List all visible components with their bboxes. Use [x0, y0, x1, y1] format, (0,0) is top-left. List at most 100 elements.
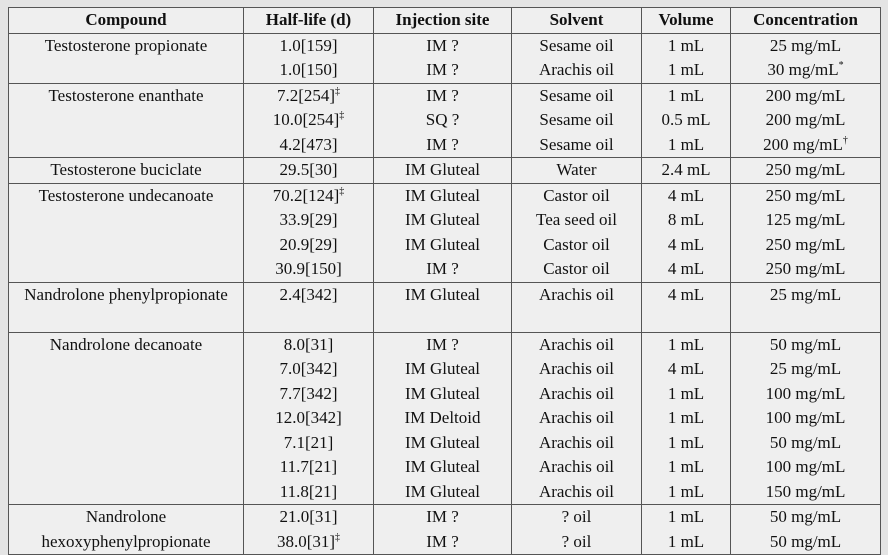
table-cell: 1 mL	[641, 58, 731, 84]
table-cell: Sesame oil	[511, 82, 642, 108]
table-cell: IM Gluteal	[373, 208, 512, 233]
table-cell: 250 mg/mL	[730, 232, 881, 257]
footnote-mark: ‡	[339, 185, 345, 197]
compound-cell: Testosterone buciclate	[8, 157, 244, 184]
table-row: 30.9[150] IM ? Castor oil 4 mL 250 mg/mL	[9, 257, 881, 283]
table-cell: 1 mL	[641, 331, 731, 357]
cell-text: 7.2[254]	[276, 85, 336, 105]
table-cell: 100 mg/mL	[730, 455, 881, 480]
table-row: Nandrolone hexoxyphenylpropionate 21.0[31…	[8, 504, 881, 555]
table-cell: 4 mL	[641, 257, 731, 283]
table-cell: IM Gluteal	[373, 430, 512, 455]
table-cell: 1 mL	[641, 32, 731, 58]
table-row: Nandrolone phenylpropionate 2.4[342] IM Gl…	[8, 281, 881, 333]
footnote-mark: *	[838, 60, 844, 71]
table-cell: Arachis oil	[511, 281, 642, 333]
table-cell: Castor oil	[511, 257, 642, 283]
table-cell: 1.0[150]	[243, 58, 374, 84]
compound-cell: Testosterone undecanoate	[8, 182, 244, 283]
table-cell: 25 mg/mL	[730, 32, 881, 58]
header-row: Compound Half-life (d) Injection site Solve…	[8, 7, 881, 34]
table-cell: Arachis oil	[511, 479, 642, 505]
table-row: 7.7[342] IM Gluteal Arachis oil 1 mL 100 mg/…	[9, 381, 881, 406]
table-cell: 20.9[29]	[243, 232, 374, 257]
header-cell: Solvent	[511, 7, 642, 34]
table-cell: 8 mL	[641, 208, 731, 233]
table-cell: IM ?	[373, 58, 512, 84]
table-cell: 1.0[159]	[243, 32, 374, 58]
table-cell: 70.2[124]‡	[243, 182, 374, 208]
table-row: 11.8[21] IM Gluteal Arachis oil 1 mL 150 mg/…	[9, 479, 881, 505]
table-cell: 4 mL	[641, 281, 731, 333]
footnote-mark: ‡	[339, 110, 345, 121]
table-cell: 25 mg/mL	[730, 281, 881, 333]
table-cell: 2.4[342]	[243, 281, 374, 333]
table-cell: 7.1[21]	[243, 430, 374, 455]
table-cell: 125 mg/mL	[730, 208, 881, 233]
table-cell: Arachis oil	[511, 58, 642, 84]
table-cell: IM Gluteal	[373, 381, 512, 406]
table-cell: IM Gluteal	[373, 157, 512, 184]
cell-text: 200 mg/mL	[763, 134, 843, 154]
table-cell: 250 mg/mL	[730, 257, 881, 283]
table-cell: 4 mL	[641, 182, 731, 208]
table-cell: 1 mL	[641, 82, 731, 108]
table-row: Testosterone propionate 1.0[159] IM ? Sesam…	[8, 32, 881, 84]
table-cell: 0.5 mL	[641, 108, 731, 133]
table-cell: 1 mL	[641, 504, 731, 530]
table-cell: 30.9[150]	[243, 257, 374, 283]
table-cell: 50 mg/mL	[730, 331, 881, 357]
table-cell: 50 mg/mL	[730, 430, 881, 455]
table-row: Nandrolone decanoate 8.0[31] IM ? Arachis o…	[8, 331, 881, 505]
table-cell: 1 mL	[641, 406, 731, 431]
table-cell: SQ ?	[373, 108, 512, 133]
table-cell: Tea seed oil	[511, 208, 642, 233]
table-cell: 1 mL	[641, 430, 731, 455]
table-cell: 150 mg/mL	[730, 479, 881, 505]
table-cell: IM Gluteal	[373, 281, 512, 333]
cell-text: 38.0[31]	[276, 531, 336, 551]
compound-cell: Testosterone enanthate	[8, 82, 244, 158]
footnote-mark: ‡	[335, 85, 341, 97]
table-cell: 2.4 mL	[641, 157, 731, 184]
table-row: 33.9[29] IM Gluteal Tea seed oil 8 mL 125 mg…	[9, 208, 881, 233]
table-cell: 7.2[254]‡	[243, 82, 374, 108]
table-row: 1.0[150] IM ? Arachis oil 1 mL 30 mg/mL*	[9, 58, 881, 84]
footnote-mark: †	[842, 134, 848, 146]
header-cell: Half-life (d)	[243, 7, 374, 34]
table-cell: IM Deltoid	[373, 406, 512, 431]
table-cell: 1 mL	[641, 455, 731, 480]
table-row: 10.0[254]‡ SQ ? Sesame oil 0.5 mL 200 mg/mL	[9, 108, 881, 133]
table-cell: Castor oil	[511, 232, 642, 257]
table-row: 7.1[21] IM Gluteal Arachis oil 1 mL 50 mg/mL	[9, 430, 881, 455]
table-cell: Sesame oil	[511, 32, 642, 58]
table-row: Testosterone buciclate 29.5[30] IM Gluteal…	[8, 157, 881, 184]
table-body: Testosterone propionate 1.0[159] IM ? Sesam…	[8, 32, 881, 555]
table-cell: IM ?	[373, 257, 512, 283]
table-cell: 1 mL	[641, 479, 731, 505]
table-cell: 7.0[342]	[243, 357, 374, 382]
table-cell: 100 mg/mL	[730, 381, 881, 406]
cell-text: 30 mg/mL	[767, 60, 839, 79]
table-cell: IM Gluteal	[373, 357, 512, 382]
table-cell: IM ?	[373, 32, 512, 58]
table-row: Testosterone undecanoate 70.2[124]‡ IM Glu…	[8, 182, 881, 283]
header-cell: Injection site	[373, 7, 512, 34]
table-cell: 4 mL	[641, 357, 731, 382]
table-cell: IM ?	[373, 504, 512, 530]
table-cell: Sesame oil	[511, 108, 642, 133]
table-cell: IM Gluteal	[373, 479, 512, 505]
table-cell: 11.7[21]	[243, 455, 374, 480]
table-cell: 1 mL	[641, 381, 731, 406]
table-cell: 12.0[342]	[243, 406, 374, 431]
table-cell: IM Gluteal	[373, 455, 512, 480]
compound-cell: Nandrolone hexoxyphenylpropionate	[8, 504, 244, 555]
cell-text: 70.2[124]	[272, 185, 340, 205]
table-cell: 33.9[29]	[243, 208, 374, 233]
compound-cell: Nandrolone phenylpropionate	[8, 281, 244, 333]
table-cell: 4.2[473]	[243, 132, 374, 158]
table-cell: 10.0[254]‡	[243, 108, 374, 133]
table-cell: 21.0[31]	[243, 504, 374, 530]
header-cell: Concentration	[730, 7, 881, 34]
